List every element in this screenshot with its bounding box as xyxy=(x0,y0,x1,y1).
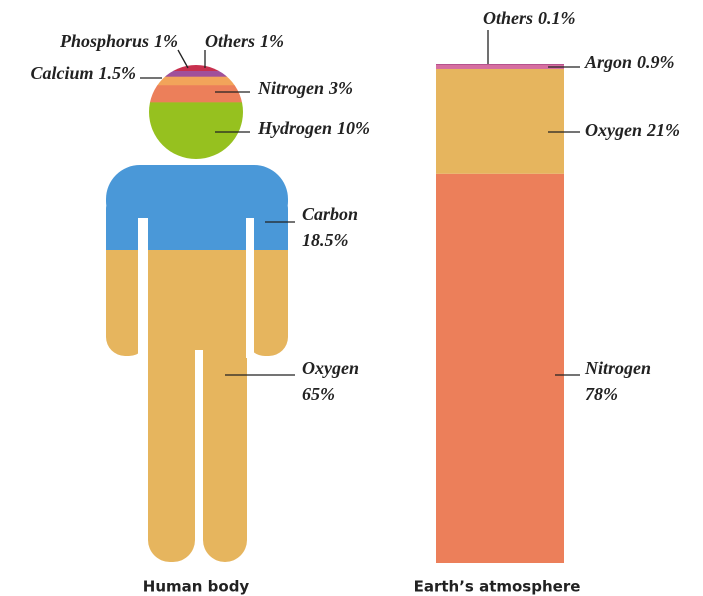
infographic: Human body Earth’s atmosphere Oxygen 65% C… xyxy=(0,0,703,596)
label-value: 65% xyxy=(302,384,335,404)
caption: Human body xyxy=(143,578,250,596)
label-name: Argon xyxy=(584,52,632,72)
label-value: 0.1% xyxy=(538,8,576,28)
bar-segment xyxy=(436,64,564,65)
label-name: Hydrogen xyxy=(257,118,332,138)
bar-segment xyxy=(436,69,564,174)
leader-line xyxy=(178,50,188,68)
label-value: 10% xyxy=(337,118,370,138)
label-value: 1% xyxy=(154,31,178,51)
label-value: 3% xyxy=(328,78,353,98)
label-name: Carbon xyxy=(302,204,358,224)
label-value: 1.5% xyxy=(99,63,137,83)
label-value: 18.5% xyxy=(302,230,349,250)
data-label: Carbon 18.5% xyxy=(302,204,358,250)
arm-gap xyxy=(246,218,254,358)
head-segment xyxy=(145,102,247,159)
bar-segment xyxy=(436,174,564,563)
caption: Earth’s atmosphere xyxy=(414,578,581,596)
label-name: Calcium xyxy=(30,63,93,83)
label-value: 1% xyxy=(260,31,284,51)
label-value: 78% xyxy=(585,384,618,404)
head xyxy=(145,65,247,159)
data-label: Nitrogen 78% xyxy=(584,358,651,404)
label-name: Nitrogen xyxy=(584,358,651,378)
data-label: Calcium 1.5% xyxy=(30,63,136,83)
head-segment xyxy=(145,65,247,71)
label-name: Phosphorus xyxy=(59,31,149,51)
label-name: Oxygen xyxy=(585,120,642,140)
bar-segment xyxy=(436,64,564,68)
label-name: Oxygen xyxy=(302,358,359,378)
arm-gap xyxy=(138,218,148,358)
body-segment xyxy=(100,160,295,250)
label-value: 0.9% xyxy=(637,52,675,72)
label-name: Nitrogen xyxy=(257,78,324,98)
head-segment xyxy=(145,71,247,77)
data-label: Oxygen 65% xyxy=(302,358,359,404)
label-name: Others xyxy=(483,8,533,28)
label-name: Others xyxy=(205,31,255,51)
body-segment xyxy=(100,250,295,570)
label-value: 21% xyxy=(646,120,680,140)
head-segment xyxy=(145,85,247,102)
